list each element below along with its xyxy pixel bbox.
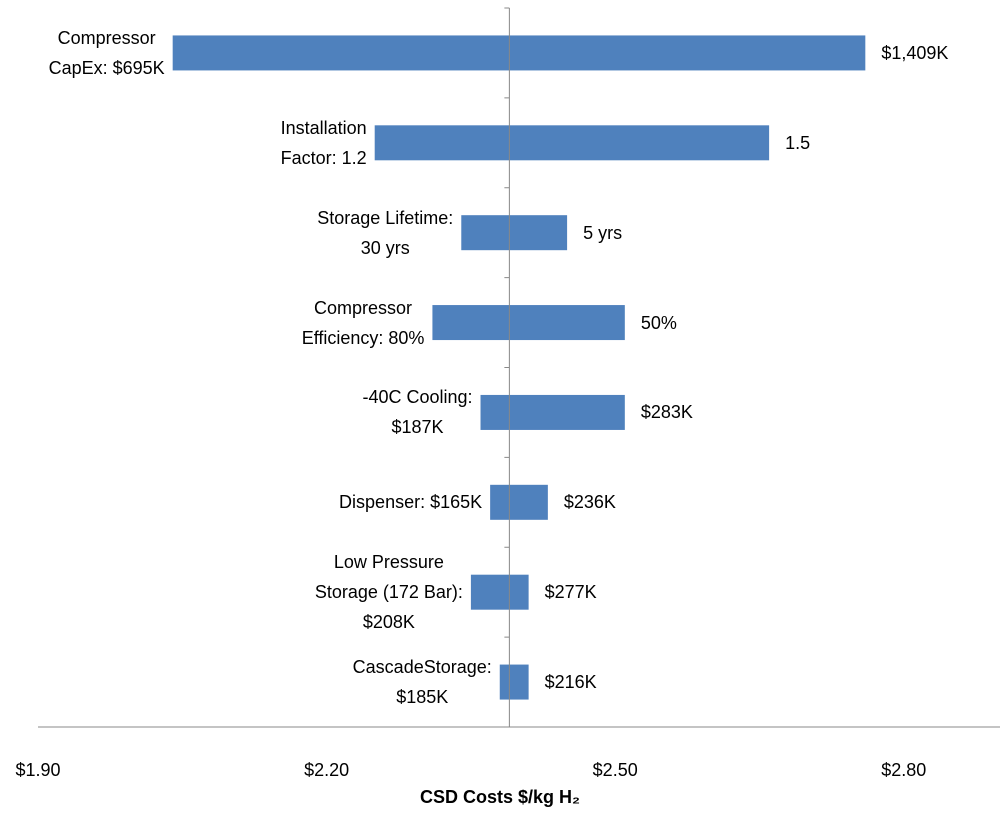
category-label: Dispenser: $165K (339, 492, 483, 513)
x-tick-label: $2.50 (593, 760, 638, 780)
bar-end-label: $277K (544, 582, 597, 603)
category-label: Compressor CapEx: $695K (48, 27, 165, 78)
category-label: -40C Cooling: $187K (362, 387, 473, 438)
bar-end-label: $236K (563, 492, 616, 513)
bar (470, 574, 529, 610)
bar-end-label: $216K (544, 672, 597, 693)
category-label: Installation Factor: 1.2 (280, 117, 367, 168)
bar-end-label: $1,409K (881, 42, 949, 63)
bar (461, 215, 568, 251)
bar (499, 664, 529, 700)
x-tick-label: $2.20 (304, 760, 349, 780)
bar (172, 35, 866, 71)
category-label: Storage Lifetime: 30 yrs (317, 207, 454, 258)
x-tick-label: $1.90 (15, 760, 60, 780)
bar-end-label: 50% (640, 312, 677, 333)
x-axis-label: CSD Costs $/kg H₂ (419, 787, 581, 807)
bar (432, 305, 625, 341)
bar-end-label: 5 yrs (583, 222, 623, 243)
category-label: Low Pressure Storage (172 Bar): $208K (314, 552, 463, 633)
bar (374, 125, 770, 161)
bar (490, 484, 548, 520)
x-tick-label: $2.80 (881, 760, 926, 780)
bar-end-label: 1.5 (785, 132, 811, 153)
bar (480, 394, 625, 430)
bar-end-label: $283K (640, 402, 693, 423)
category-label: CascadeStorage: $185K (352, 657, 492, 708)
category-label: Compressor Efficiency: 80% (301, 297, 425, 348)
